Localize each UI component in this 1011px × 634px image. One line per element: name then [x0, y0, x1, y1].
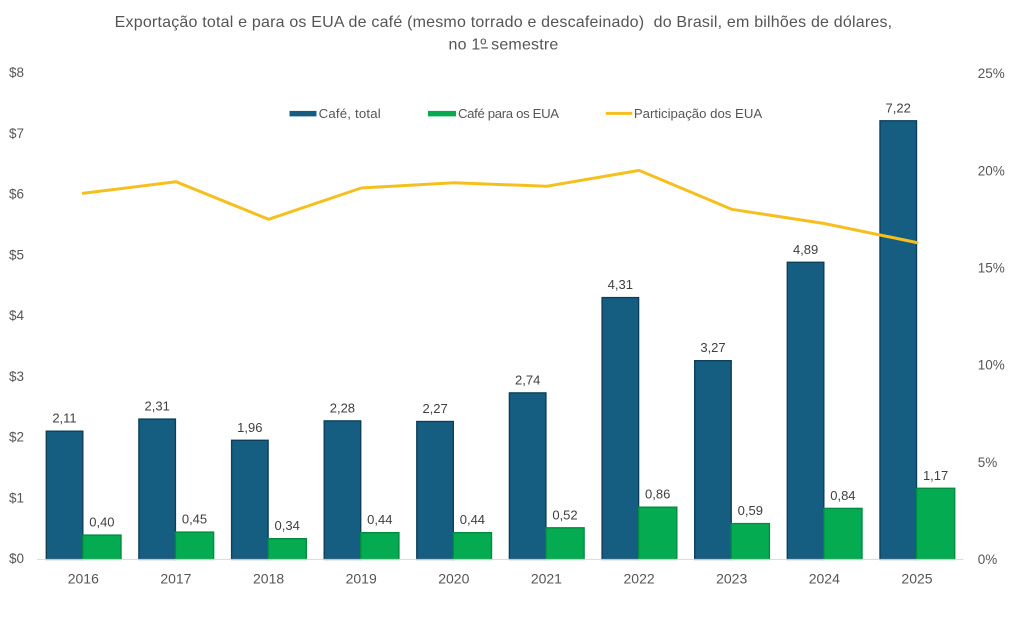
svg-text:4,89: 4,89 [793, 242, 818, 257]
svg-text:Participação dos EUA: Participação dos EUA [634, 106, 762, 121]
svg-text:2016: 2016 [68, 570, 99, 586]
svg-text:$3: $3 [9, 369, 24, 384]
svg-text:Café, total: Café, total [319, 106, 381, 121]
svg-text:7,22: 7,22 [886, 100, 911, 115]
svg-text:2024: 2024 [809, 570, 840, 586]
svg-text:Exportação total e para os EUA: Exportação total e para os EUA de café (… [115, 14, 893, 31]
svg-text:0,59: 0,59 [738, 503, 763, 518]
svg-text:0,52: 0,52 [552, 507, 577, 522]
svg-text:0%: 0% [978, 552, 998, 567]
svg-text:2021: 2021 [531, 570, 562, 586]
svg-text:2025: 2025 [901, 570, 932, 586]
svg-text:$8: $8 [9, 65, 24, 80]
svg-text:$7: $7 [9, 126, 24, 141]
svg-text:2022: 2022 [624, 570, 655, 586]
svg-text:1,96: 1,96 [237, 420, 262, 435]
svg-text:1,17: 1,17 [923, 468, 948, 483]
svg-text:2019: 2019 [346, 570, 377, 586]
svg-text:$4: $4 [9, 308, 25, 323]
svg-text:2023: 2023 [716, 570, 747, 586]
svg-text:4,31: 4,31 [608, 277, 633, 292]
svg-text:2018: 2018 [253, 570, 284, 586]
svg-text:0,86: 0,86 [645, 487, 670, 502]
svg-text:0,44: 0,44 [367, 512, 392, 527]
svg-text:no 1º semestre: no 1º semestre [448, 37, 558, 54]
svg-text:$0: $0 [9, 551, 24, 566]
svg-text:$1: $1 [9, 490, 24, 505]
svg-text:2,74: 2,74 [515, 372, 540, 387]
svg-text:2017: 2017 [160, 570, 191, 586]
svg-text:20%: 20% [978, 163, 1005, 178]
svg-text:0,84: 0,84 [830, 488, 855, 503]
svg-text:0,44: 0,44 [460, 512, 485, 527]
svg-text:$2: $2 [9, 430, 24, 445]
svg-text:2,31: 2,31 [145, 399, 170, 414]
svg-text:10%: 10% [978, 358, 1005, 373]
svg-text:15%: 15% [978, 261, 1005, 276]
svg-text:0,40: 0,40 [89, 515, 114, 530]
svg-text:0,34: 0,34 [275, 518, 300, 533]
svg-text:2,27: 2,27 [422, 401, 447, 416]
svg-text:3,27: 3,27 [700, 340, 725, 355]
svg-text:5%: 5% [978, 455, 998, 470]
svg-text:2020: 2020 [438, 570, 469, 586]
svg-text:$5: $5 [9, 247, 24, 262]
svg-text:Café para os EUA: Café para os EUA [458, 106, 559, 121]
svg-text:25%: 25% [978, 66, 1005, 81]
svg-text:$6: $6 [9, 187, 24, 202]
svg-text:2,11: 2,11 [52, 411, 76, 426]
svg-text:0,45: 0,45 [182, 512, 207, 527]
svg-text:2,28: 2,28 [330, 400, 355, 415]
